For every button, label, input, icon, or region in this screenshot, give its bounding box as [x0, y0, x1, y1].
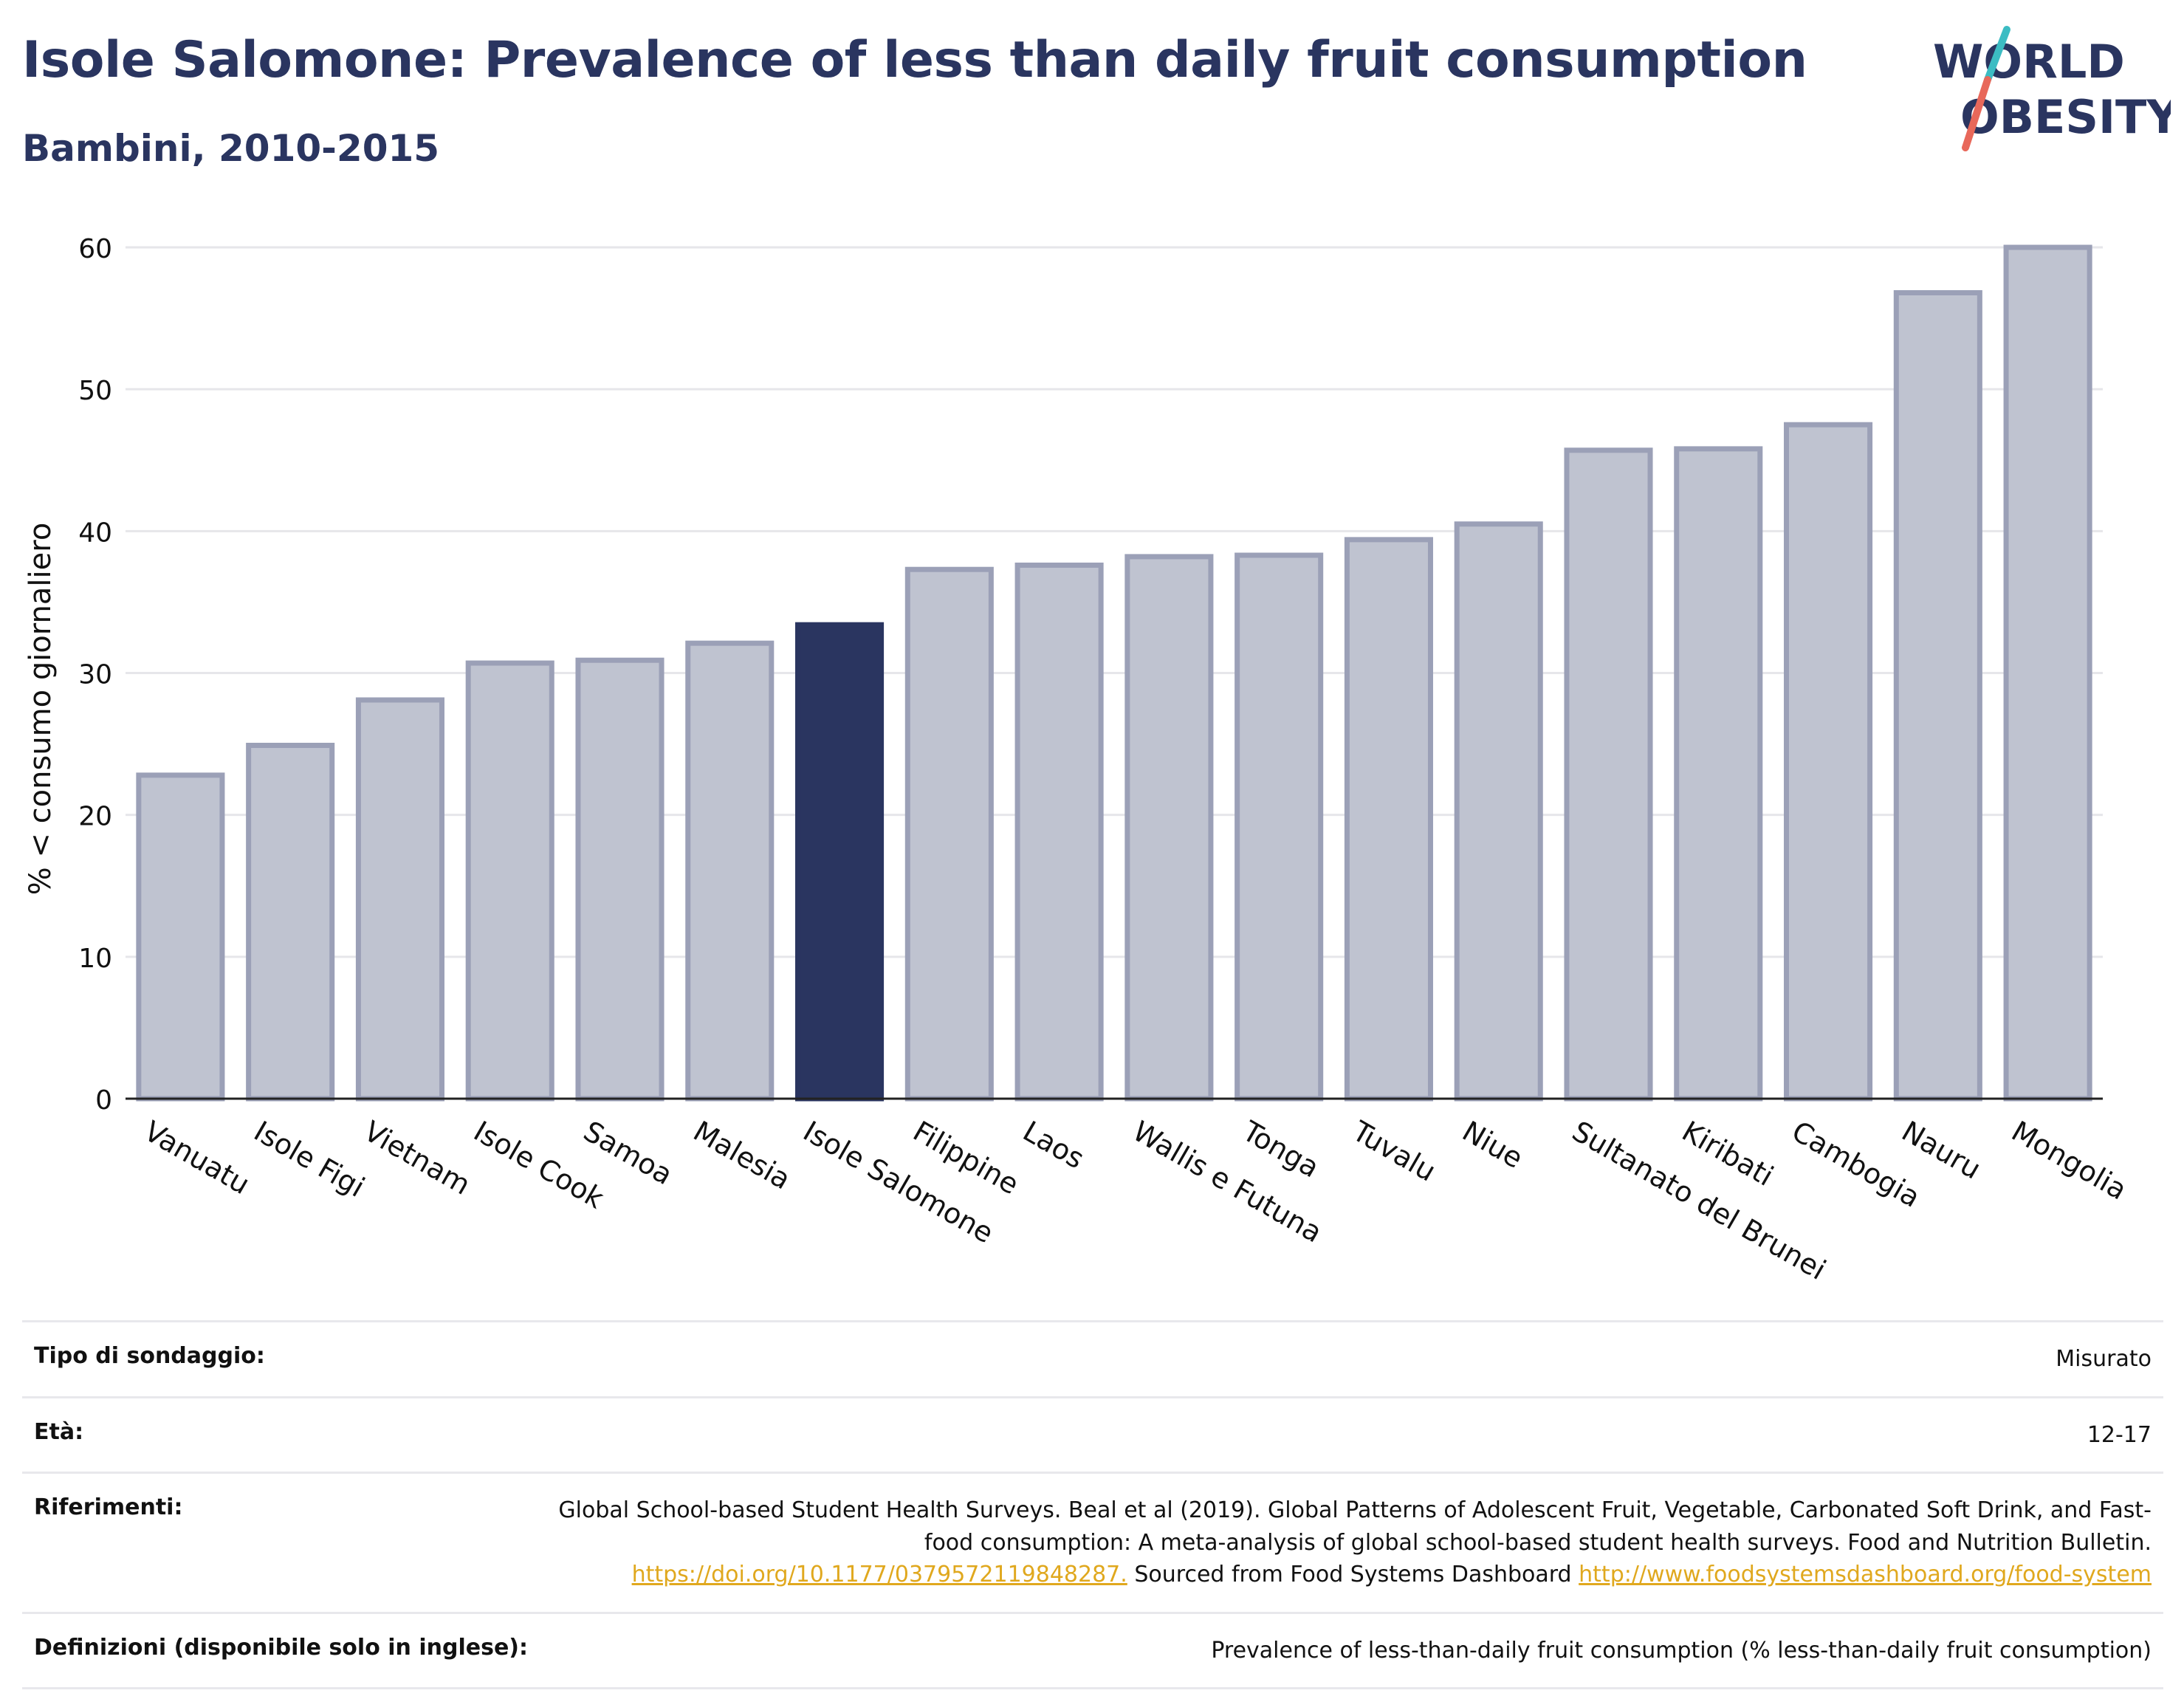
x-tick-label: Laos	[1017, 1115, 1090, 1175]
bar-cambogia[interactable]	[1784, 422, 1873, 1102]
chart-gridlines	[126, 246, 2103, 958]
survey-type-value: Misurato	[2056, 1346, 2152, 1372]
bar-nauru[interactable]	[1893, 289, 1982, 1102]
bar-kiribati[interactable]	[1674, 446, 1763, 1102]
bar-isole-salomone[interactable]	[795, 622, 885, 1102]
bar-sultanato-del-brunei[interactable]	[1564, 447, 1653, 1102]
x-tick-label: Mongolia	[2006, 1115, 2132, 1206]
y-tick-label: 40	[78, 518, 112, 548]
x-tick-label: Vietnam	[358, 1115, 475, 1201]
references-text: Global School-based Student Health Surve…	[558, 1497, 2152, 1556]
bar-isole-figi[interactable]	[246, 743, 335, 1102]
world-obesity-logo: WORLD OBESITY	[1920, 22, 2180, 155]
y-tick-label: 0	[95, 1085, 112, 1116]
logo-line1: WORLD	[1933, 35, 2125, 89]
bar-malesia[interactable]	[685, 640, 775, 1102]
info-row-definitions: Definizioni (disponibile solo in inglese…	[22, 1611, 2163, 1689]
y-tick-label: 60	[78, 234, 112, 264]
y-tick-label: 50	[78, 376, 112, 406]
age-label: Età:	[34, 1418, 84, 1445]
x-tick-label: Malesia	[688, 1115, 796, 1196]
info-row-references: Riferimenti: Global School-based Student…	[22, 1472, 2163, 1612]
doi-link[interactable]: https://doi.org/10.1177/0379572119848287…	[631, 1562, 1127, 1587]
y-axis-ticks: 0 10 20 30 40 50 60	[78, 234, 112, 1116]
definitions-label: Definizioni (disponibile solo in inglese…	[34, 1634, 528, 1661]
x-tick-label: Nauru	[1896, 1115, 1986, 1186]
logo-slash-red	[1962, 76, 1991, 151]
bar-tonga[interactable]	[1234, 552, 1324, 1102]
y-tick-label: 20	[78, 802, 112, 832]
bar-vietnam[interactable]	[355, 697, 444, 1102]
references-value: Global School-based Student Health Surve…	[527, 1494, 2152, 1591]
logo-graphic: WORLD OBESITY	[1933, 26, 2180, 151]
y-axis-label: % < consumo giornaliero	[24, 523, 58, 896]
bar-wallis-e-futuna[interactable]	[1124, 554, 1214, 1102]
x-tick-label: Isole Salomone	[798, 1115, 999, 1250]
info-row-survey: Tipo di sondaggio: Misurato	[22, 1320, 2163, 1396]
age-value: 12-17	[2087, 1421, 2152, 1448]
x-tick-label: Wallis e Futuna	[1127, 1115, 1328, 1249]
page-title: Isole Salomone: Prevalence of less than …	[22, 31, 1807, 89]
references-label: Riferimenti:	[34, 1494, 183, 1520]
logo-slash-teal	[1984, 26, 2010, 83]
bar-samoa[interactable]	[575, 657, 665, 1102]
info-row-age: Età: 12-17	[22, 1395, 2163, 1472]
info-table: Tipo di sondaggio: Misurato Età: 12-17 R…	[22, 1320, 2163, 1689]
y-tick-label: 30	[78, 660, 112, 690]
bar-niue[interactable]	[1454, 521, 1543, 1102]
chart-bars	[126, 244, 2103, 1102]
bar-mongolia[interactable]	[2003, 244, 2092, 1102]
logo-line2: OBESITY	[1960, 90, 2171, 144]
x-tick-label: Tuvalu	[1347, 1114, 1441, 1188]
x-tick-label: Isole Figi	[249, 1115, 371, 1204]
survey-type-label: Tipo di sondaggio:	[34, 1343, 265, 1369]
y-tick-label: 10	[78, 944, 112, 974]
bar-laos[interactable]	[1014, 562, 1104, 1102]
dashboard-link[interactable]: http://www.foodsystemsdashboard.org/food…	[1579, 1562, 2152, 1587]
bar-isole-cook[interactable]	[465, 660, 554, 1102]
x-tick-label: Vanuatu	[139, 1115, 255, 1201]
bar-vanuatu[interactable]	[136, 772, 225, 1102]
definitions-value: Prevalence of less-than-daily fruit cons…	[1211, 1637, 2152, 1664]
x-tick-label: Tonga	[1237, 1114, 1325, 1184]
page-subtitle: Bambini, 2010-2015	[22, 127, 440, 170]
bar-tuvalu[interactable]	[1344, 537, 1433, 1102]
bar-filippine[interactable]	[904, 566, 994, 1102]
x-tick-label: Niue	[1457, 1115, 1528, 1175]
references-source-text: Sourced from Food Systems Dashboard	[1134, 1562, 1572, 1587]
